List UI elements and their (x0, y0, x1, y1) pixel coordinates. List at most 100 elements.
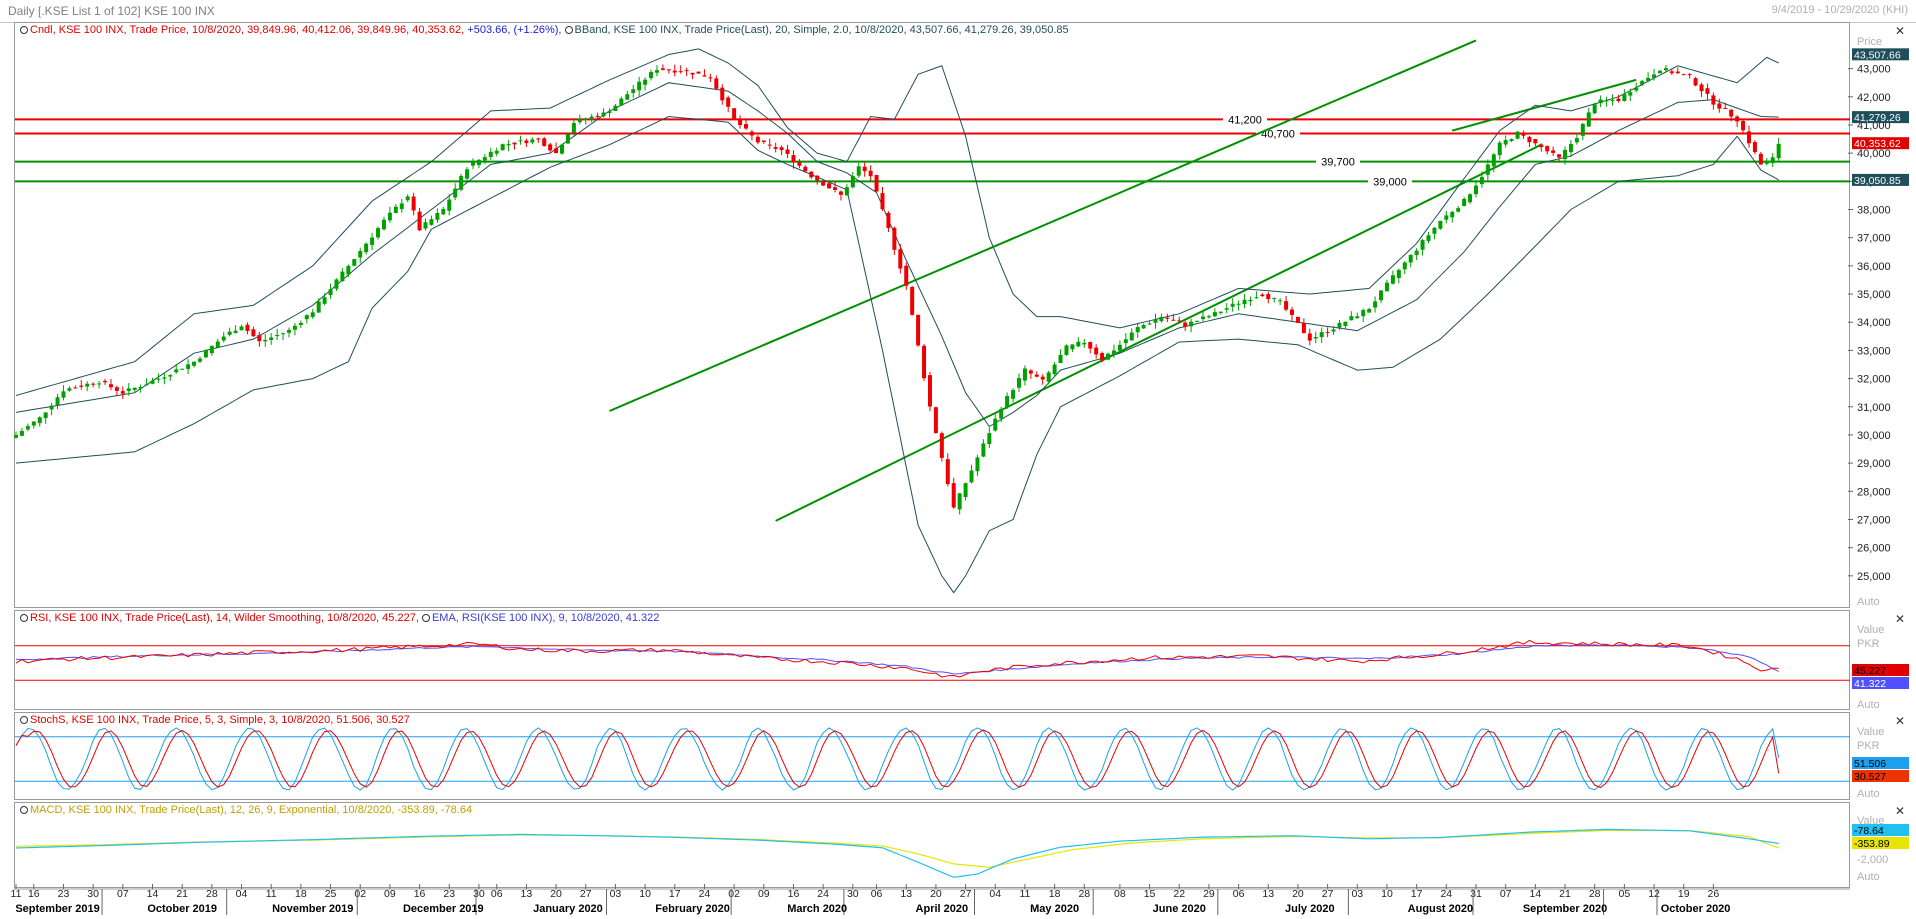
candle-body (459, 176, 464, 190)
x-day-label: 09 (384, 888, 396, 900)
x-month-label: July 2020 (1285, 903, 1335, 915)
candle-body (749, 131, 754, 136)
close-stoch-panel-icon[interactable]: ✕ (1895, 714, 1906, 728)
rsi-panel[interactable] (14, 610, 1850, 710)
legend-circle-icon[interactable] (20, 716, 28, 724)
candle-body (714, 78, 719, 89)
candle-body (1195, 320, 1200, 322)
legend-circle-icon[interactable] (421, 614, 430, 622)
candle-body (1266, 294, 1271, 300)
candle-body (1563, 149, 1568, 160)
candle-body (850, 176, 855, 188)
x-day-label: 26 (1708, 888, 1720, 900)
x-day-label: 13 (900, 888, 912, 900)
candle-body (987, 433, 992, 445)
candle-body (500, 144, 505, 151)
candle-body (1509, 139, 1514, 141)
candle-body (827, 183, 832, 189)
legend-circle-icon[interactable] (20, 614, 28, 622)
stoch-axis-label: Value (1857, 726, 1884, 738)
candle-body (1568, 143, 1573, 153)
candle-body (1681, 74, 1686, 76)
price-tag-label: 41,279.26 (1854, 112, 1901, 124)
candle-body (512, 142, 517, 145)
close-price-panel-icon[interactable]: ✕ (1895, 24, 1906, 38)
x-day-label: 11 (266, 888, 277, 900)
candle-body (1171, 319, 1176, 321)
candle-body (548, 144, 553, 151)
macd-auto-button: Auto (1857, 871, 1880, 883)
candle-body (73, 387, 78, 389)
candle-body (1165, 317, 1170, 319)
candle-body (334, 279, 339, 289)
candle-body (126, 388, 131, 392)
candle-body (263, 339, 268, 342)
candle-body (417, 211, 422, 231)
stoch-panel[interactable] (14, 712, 1850, 800)
macd-panel[interactable] (14, 802, 1850, 888)
candle-body (1390, 275, 1395, 284)
x-month-label: December 2019 (403, 903, 484, 915)
candle-body (340, 271, 345, 282)
candle-body (1604, 100, 1609, 102)
candle-body (589, 116, 594, 120)
candle-body (571, 123, 576, 133)
x-day-label: 10 (639, 888, 651, 900)
candle-body (720, 87, 725, 101)
rsi-line (15, 639, 1779, 678)
legend-circle-icon[interactable] (564, 26, 573, 34)
candle-body (1052, 364, 1057, 375)
candle-body (1752, 142, 1757, 153)
candle-body (1028, 370, 1033, 374)
candle-body (1295, 316, 1300, 323)
candle-body (292, 325, 297, 330)
candle-body (168, 375, 173, 377)
x-day-label: 20 (1292, 888, 1304, 900)
candle-body (874, 175, 879, 192)
candle-body (1183, 322, 1188, 327)
price-tick-label: 30,000 (1857, 430, 1891, 442)
candle-body (862, 166, 867, 172)
candle-body (803, 166, 808, 172)
candle-body (1687, 74, 1692, 76)
candle-body (1426, 235, 1431, 242)
close-rsi-panel-icon[interactable]: ✕ (1895, 612, 1906, 626)
candle-body (275, 334, 280, 337)
candle-body (1468, 194, 1473, 203)
candle-body (399, 203, 404, 210)
candle-body (1117, 344, 1122, 351)
candle-body (785, 149, 790, 154)
x-day-label: 07 (117, 888, 129, 900)
x-day-label: 06 (1233, 888, 1245, 900)
price-tag-label: 40,353.62 (1854, 138, 1901, 150)
candle-body (1325, 331, 1330, 333)
x-day-label: 08 (1114, 888, 1126, 900)
rsi-legend: RSI, KSE 100 INX, Trade Price(Last), 14,… (20, 612, 659, 624)
candle-body (660, 68, 665, 70)
candle-body (1420, 240, 1425, 250)
candle-body (1141, 324, 1146, 329)
candle-body (1640, 80, 1645, 85)
candle-body (1414, 250, 1419, 256)
rsi-ema-line (15, 644, 1779, 675)
x-day-label: 23 (443, 888, 455, 900)
candle-body (637, 81, 642, 91)
candle-body (470, 162, 475, 166)
candle-body (838, 191, 843, 195)
candle-body (1301, 323, 1306, 333)
legend-circle-icon[interactable] (20, 26, 28, 34)
candle-body (1384, 282, 1389, 292)
price-tag-bg (1852, 111, 1909, 124)
candle-body (1634, 87, 1639, 91)
candle-body (1485, 164, 1490, 175)
x-day-label: 16 (28, 888, 40, 900)
legend-circle-icon[interactable] (20, 806, 28, 814)
candle-body (1159, 316, 1164, 322)
candle-body (1776, 143, 1781, 159)
candle-body (613, 105, 618, 111)
close-macd-panel-icon[interactable]: ✕ (1895, 804, 1906, 818)
level-label-bg (1316, 154, 1360, 168)
price-tick-label: 31,000 (1857, 402, 1891, 414)
candle-body (821, 180, 826, 186)
